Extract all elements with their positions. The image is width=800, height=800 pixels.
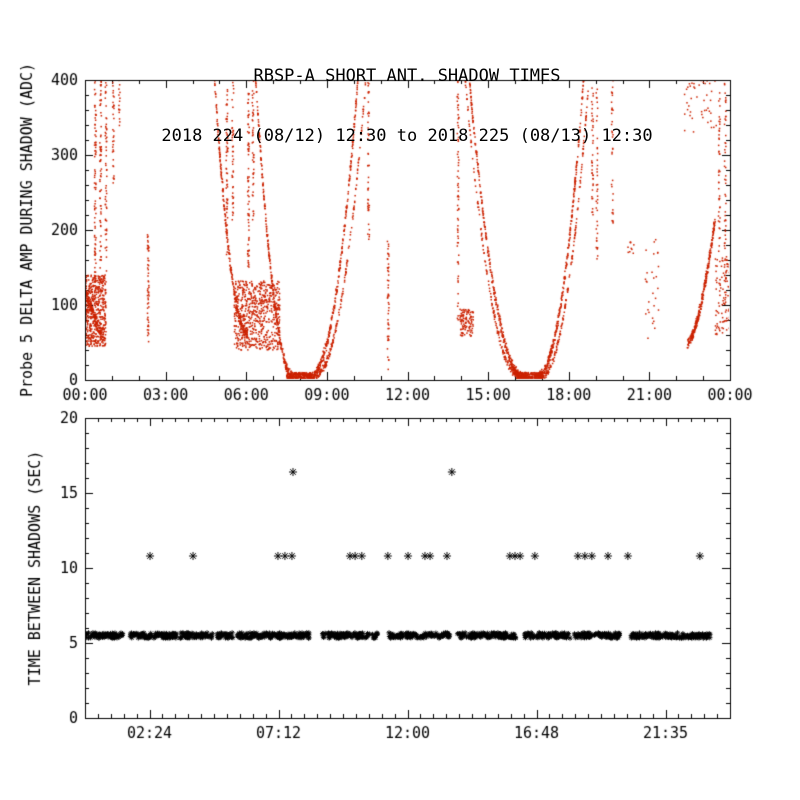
chart-title-block: RBSP-A SHORT ANT. SHADOW TIMES 2018 224 … <box>0 26 800 186</box>
chart-title: RBSP-A SHORT ANT. SHADOW TIMES <box>253 66 561 86</box>
chart-subtitle: 2018 224 (08/12) 12:30 to 2018 225 (08/1… <box>161 126 653 146</box>
